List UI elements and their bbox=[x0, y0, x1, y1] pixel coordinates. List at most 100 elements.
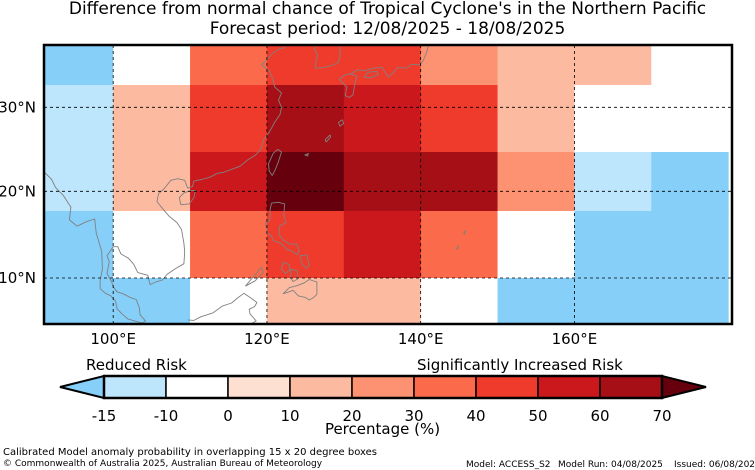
risk-cell bbox=[343, 316, 422, 325]
risk-cell bbox=[113, 45, 191, 86]
colorbar-swatch bbox=[165, 375, 229, 399]
colorbar-tick-label: 40 bbox=[466, 407, 485, 425]
colorbar-swatch bbox=[599, 375, 663, 399]
coastline bbox=[43, 46, 286, 324]
lon-tick-label: 160°E bbox=[552, 330, 598, 348]
colorbar-swatch bbox=[475, 375, 539, 399]
risk-cell bbox=[497, 85, 575, 153]
risk-cell bbox=[420, 278, 499, 317]
colorbar-swatch bbox=[413, 375, 477, 399]
coastlines bbox=[43, 44, 466, 325]
colorbar-swatch bbox=[103, 375, 167, 399]
risk-cell bbox=[190, 45, 268, 86]
risk-cell bbox=[190, 85, 268, 153]
colorbar-swatch bbox=[537, 375, 601, 399]
risk-cell bbox=[651, 211, 729, 279]
coastline bbox=[290, 268, 299, 283]
coastline bbox=[299, 254, 310, 269]
colorbar-tick-label: 50 bbox=[528, 407, 547, 425]
risk-cell bbox=[44, 85, 114, 153]
risk-cell bbox=[190, 152, 268, 212]
lat-tick-label: 10°N bbox=[0, 269, 36, 287]
risk-cell bbox=[190, 278, 268, 317]
risk-cell bbox=[113, 278, 191, 317]
risk-cell bbox=[266, 316, 345, 325]
coastline bbox=[264, 201, 300, 256]
risk-cell bbox=[497, 211, 575, 279]
lon-tick-label: 140°E bbox=[398, 330, 444, 348]
colorbar-unit-label: Percentage (%) bbox=[324, 420, 441, 438]
colorbar-over-arrow bbox=[661, 374, 707, 400]
coastline bbox=[314, 44, 319, 69]
coastline bbox=[350, 44, 429, 78]
risk-cell bbox=[343, 211, 422, 279]
risk-cell bbox=[44, 152, 114, 212]
risk-cell bbox=[190, 211, 268, 279]
reduced-risk-label: Reduced Risk bbox=[86, 356, 187, 374]
risk-cell bbox=[574, 211, 652, 279]
map-title: Difference from normal chance of Tropica… bbox=[68, 0, 707, 19]
risk-cell bbox=[266, 152, 345, 212]
risk-cell bbox=[420, 152, 499, 212]
risk-cell bbox=[574, 152, 652, 212]
increased-risk-label: Significantly Increased Risk bbox=[417, 356, 623, 374]
footer-model: Model: ACCESS_S2 bbox=[466, 460, 551, 470]
risk-cell bbox=[44, 45, 114, 86]
risk-cell bbox=[420, 211, 499, 279]
footer-copyright: © Commonwealth of Australia 2025, Austra… bbox=[3, 459, 323, 469]
footer-model-run: Model Run: 04/08/2025 bbox=[558, 460, 663, 470]
risk-cell bbox=[497, 45, 575, 86]
risk-cell bbox=[651, 278, 729, 317]
colorbar-tick-label: 60 bbox=[590, 407, 609, 425]
coastline bbox=[363, 70, 379, 79]
lon-tick-label: 120°E bbox=[244, 330, 290, 348]
risk-cell bbox=[497, 278, 575, 317]
risk-cell bbox=[343, 85, 422, 153]
lat-tick-label: 20°N bbox=[0, 182, 36, 200]
lat-tick-label: 30°N bbox=[0, 98, 36, 116]
risk-cell bbox=[44, 278, 114, 317]
coastline bbox=[178, 190, 196, 206]
coastline bbox=[281, 261, 291, 274]
map-frame bbox=[42, 43, 734, 326]
footer-issued: Issued: 06/08/2025 bbox=[674, 460, 755, 470]
risk-cell bbox=[651, 152, 729, 212]
colorbar-under-arrow bbox=[59, 374, 105, 400]
colorbar-tick-label: 30 bbox=[404, 407, 423, 425]
risk-cell bbox=[574, 85, 652, 153]
colorbar-tick-label: 10 bbox=[280, 407, 299, 425]
risk-cell bbox=[651, 85, 729, 153]
colorbar-tick-label: 20 bbox=[342, 407, 361, 425]
colorbar-tick-label: 0 bbox=[223, 407, 233, 425]
risk-cell bbox=[651, 45, 729, 86]
risk-cell bbox=[420, 45, 499, 86]
coastline bbox=[455, 245, 459, 250]
coastline bbox=[338, 73, 358, 98]
risk-cell bbox=[190, 316, 268, 325]
risk-cell bbox=[574, 278, 652, 317]
graticule bbox=[44, 45, 732, 324]
coastline bbox=[268, 148, 282, 176]
risk-cell bbox=[113, 152, 191, 212]
colorbar-swatch bbox=[227, 375, 291, 399]
colorbar-tick-label: -15 bbox=[92, 407, 117, 425]
risk-cell bbox=[574, 316, 652, 325]
risk-cell bbox=[497, 152, 575, 212]
risk-cell bbox=[420, 85, 499, 153]
risk-cell bbox=[113, 85, 191, 153]
risk-cell bbox=[420, 316, 499, 325]
colorbar-tick-label: -10 bbox=[154, 407, 179, 425]
footer-description: Calibrated Model anomaly probability in … bbox=[3, 447, 378, 458]
colorbar-swatch bbox=[289, 375, 353, 399]
risk-cell bbox=[343, 278, 422, 317]
coastline bbox=[245, 266, 264, 287]
risk-cell bbox=[651, 316, 729, 325]
coastline bbox=[324, 134, 332, 143]
risk-cell bbox=[44, 316, 114, 325]
coastline bbox=[337, 119, 345, 127]
coastline bbox=[315, 45, 341, 69]
coastline bbox=[463, 230, 466, 235]
colorbar-swatch bbox=[351, 375, 415, 399]
